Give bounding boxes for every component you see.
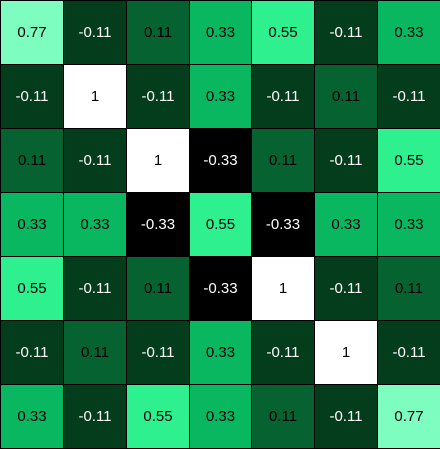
heatmap-cell-r3-c3: 0.55 <box>189 192 252 257</box>
heatmap-cell-r3-c4: -0.33 <box>251 192 315 257</box>
heatmap-cell-r3-c0: 0.33 <box>0 192 64 257</box>
heatmap-cell-r6-c6: 0.77 <box>377 384 440 449</box>
heatmap-cell-r6-c1: -0.11 <box>63 384 127 449</box>
heatmap-cell-r4-c5: -0.11 <box>314 256 378 321</box>
heatmap-cell-r1-c5: 0.11 <box>314 64 378 129</box>
heatmap-cell-r4-c1: -0.11 <box>63 256 127 321</box>
heatmap-cell-r5-c1: 0.11 <box>63 320 127 385</box>
heatmap-cell-r2-c1: -0.11 <box>63 128 127 193</box>
heatmap-cell-r4-c4: 1 <box>251 256 315 321</box>
heatmap-cell-r4-c2: 0.11 <box>126 256 190 321</box>
heatmap-cell-r5-c2: -0.11 <box>126 320 190 385</box>
heatmap-cell-r5-c3: 0.33 <box>189 320 252 385</box>
heatmap-cell-r6-c3: 0.33 <box>189 384 252 449</box>
heatmap-cell-r0-c6: 0.33 <box>377 0 440 65</box>
heatmap-cell-r2-c4: 0.11 <box>251 128 315 193</box>
heatmap-cell-r2-c0: 0.11 <box>0 128 64 193</box>
heatmap-cell-r0-c2: 0.11 <box>126 0 190 65</box>
heatmap-cell-r3-c1: 0.33 <box>63 192 127 257</box>
heatmap-cell-r0-c5: -0.11 <box>314 0 378 65</box>
heatmap-cell-r1-c2: -0.11 <box>126 64 190 129</box>
heatmap-cell-r5-c0: -0.11 <box>0 320 64 385</box>
heatmap-cell-r1-c6: -0.11 <box>377 64 440 129</box>
heatmap-cell-r2-c3: -0.33 <box>189 128 252 193</box>
heatmap-cell-r5-c6: -0.11 <box>377 320 440 385</box>
heatmap-cell-r6-c4: 0.11 <box>251 384 315 449</box>
heatmap-cell-r4-c3: -0.33 <box>189 256 252 321</box>
heatmap-cell-r1-c3: 0.33 <box>189 64 252 129</box>
heatmap-cell-r0-c1: -0.11 <box>63 0 127 65</box>
heatmap-cell-r3-c5: 0.33 <box>314 192 378 257</box>
heatmap-cell-r3-c6: 0.33 <box>377 192 440 257</box>
heatmap-cell-r5-c5: 1 <box>314 320 378 385</box>
heatmap-cell-r6-c2: 0.55 <box>126 384 190 449</box>
heatmap-cell-r1-c0: -0.11 <box>0 64 64 129</box>
heatmap-cell-r2-c2: 1 <box>126 128 190 193</box>
heatmap-cell-r1-c1: 1 <box>63 64 127 129</box>
heatmap-cell-r0-c4: 0.55 <box>251 0 315 65</box>
heatmap-cell-r1-c4: -0.11 <box>251 64 315 129</box>
heatmap-cell-r4-c6: 0.11 <box>377 256 440 321</box>
heatmap-cell-r6-c5: -0.11 <box>314 384 378 449</box>
heatmap-cell-r6-c0: 0.33 <box>0 384 64 449</box>
heatmap-cell-r4-c0: 0.55 <box>0 256 64 321</box>
heatmap-cell-r2-c6: 0.55 <box>377 128 440 193</box>
heatmap-cell-r0-c0: 0.77 <box>0 0 64 65</box>
heatmap-cell-r0-c3: 0.33 <box>189 0 252 65</box>
heatmap-cell-r2-c5: -0.11 <box>314 128 378 193</box>
heatmap-cell-r5-c4: -0.11 <box>251 320 315 385</box>
heatmap-cell-r3-c2: -0.33 <box>126 192 190 257</box>
